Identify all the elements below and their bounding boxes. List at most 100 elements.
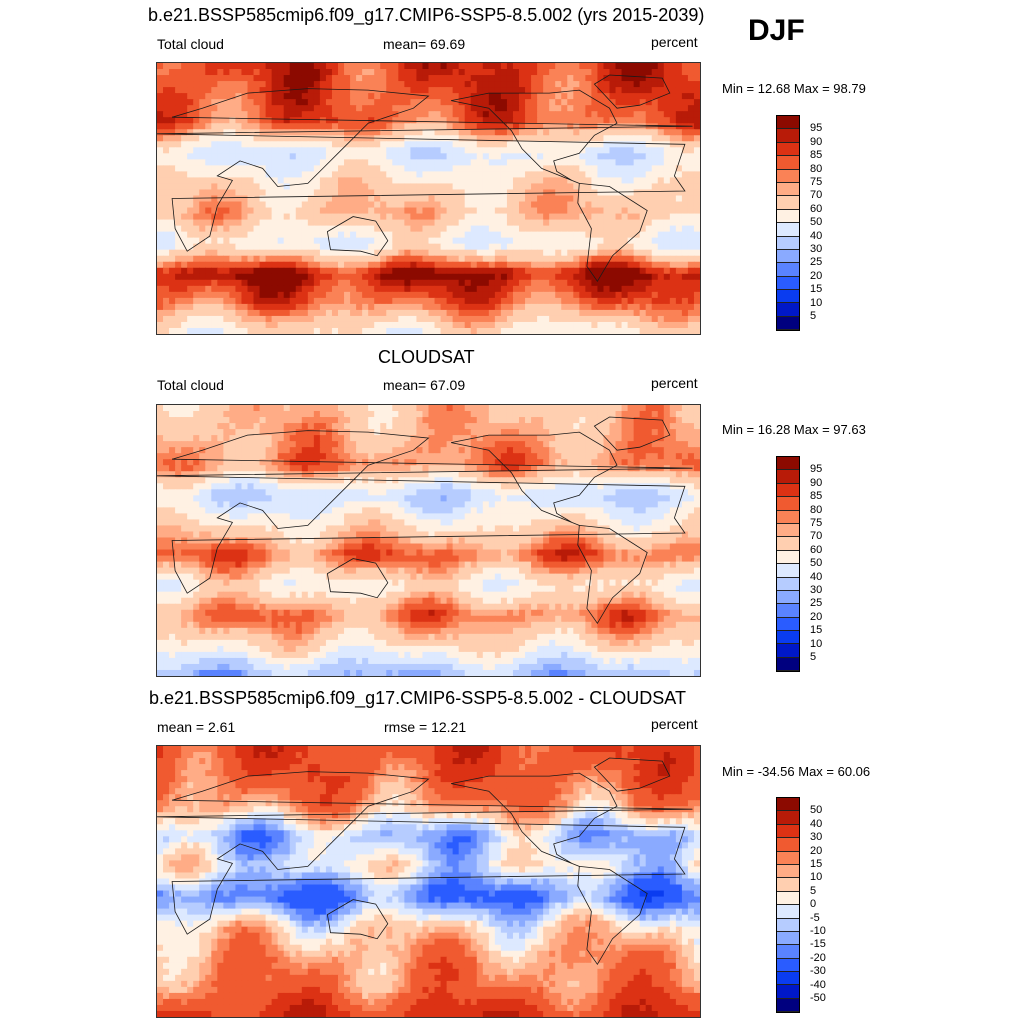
colorbar-tick-label: 20 [810, 269, 823, 282]
colorbar-segment [777, 824, 799, 839]
panel3-colorbar [776, 797, 800, 1014]
colorbar-tick-label: 25 [810, 256, 823, 269]
colorbar-tick-label: 85 [810, 149, 823, 162]
colorbar-segment [777, 196, 799, 210]
colorbar-segment [777, 798, 799, 812]
colorbar-segment [777, 631, 799, 645]
panel3-units-label: percent [651, 716, 698, 732]
colorbar-tick-label: 80 [810, 162, 823, 175]
colorbar-tick-label: 90 [810, 476, 823, 489]
colorbar-tick-label: 5 [810, 310, 817, 322]
colorbar-tick-label: 75 [810, 176, 823, 188]
colorbar-segment [777, 985, 799, 999]
coastline [593, 74, 671, 109]
coastline [326, 899, 389, 940]
colorbar-segment [777, 169, 799, 183]
colorbar-segment [777, 905, 799, 919]
panel3-map [156, 745, 701, 1018]
coastline [577, 182, 648, 283]
map-field-svg [157, 746, 700, 1017]
colorbar-tick-label: 30 [810, 831, 823, 844]
colorbar-segment [777, 523, 799, 538]
coastline [593, 757, 671, 792]
colorbar-segment [777, 457, 799, 471]
colorbar-segment [777, 918, 799, 932]
colorbar-tick-label: 70 [810, 530, 823, 543]
panel1-colorbar [776, 115, 800, 332]
colorbar-tick-label: 5 [810, 884, 817, 897]
season-label: DJF [748, 14, 805, 47]
colorbar-segment [777, 550, 799, 565]
colorbar-segment [777, 878, 799, 892]
colorbar-segment [777, 290, 799, 304]
colorbar-segment [777, 838, 799, 852]
panel1-mean-label: mean= 69.69 [383, 36, 466, 52]
coastline [577, 865, 648, 966]
colorbar-segment [777, 931, 799, 946]
coastline [577, 524, 648, 625]
colorbar-tick-label: 90 [810, 135, 823, 148]
colorbar-segment [777, 590, 799, 605]
colorbar-segment [777, 657, 799, 672]
panel2-minmax: Min = 16.28 Max = 97.63 [722, 422, 866, 437]
colorbar-tick-label: -50 [810, 992, 826, 1004]
colorbar-tick-label: 95 [810, 463, 823, 476]
map-field-svg [157, 405, 700, 676]
coastline [326, 558, 389, 599]
panel2-mean-label: mean= 67.09 [383, 377, 466, 393]
panel1-units-label: percent [651, 34, 698, 50]
panel2-title: CLOUDSAT [378, 347, 475, 367]
colorbar-tick-label: 50 [810, 216, 823, 229]
colorbar-segment [777, 470, 799, 484]
colorbar-segment [777, 263, 799, 277]
panel3-mean-label: mean = 2.61 [157, 719, 236, 735]
colorbar-tick-label: 30 [810, 243, 823, 255]
colorbar-tick-label: 20 [810, 844, 823, 857]
colorbar-tick-label: 5 [810, 651, 817, 663]
colorbar-tick-label: 15 [810, 283, 823, 296]
colorbar-tick-label: 50 [810, 804, 823, 817]
panel1-title: b.e21.BSSP585cmip6.f09_g17.CMIP6-SSP5-8.… [148, 5, 705, 25]
colorbar-segment [777, 945, 799, 959]
colorbar-segment [777, 156, 799, 170]
colorbar-tick-label: 85 [810, 490, 823, 503]
colorbar-segment [777, 182, 799, 197]
coastline [157, 88, 693, 252]
panel2-colorbar [776, 456, 800, 673]
colorbar-tick-label: -10 [810, 925, 826, 937]
colorbar-segment [777, 223, 799, 237]
panel1-variable-label: Total cloud [157, 36, 224, 52]
colorbar-segment [777, 537, 799, 551]
colorbar-tick-label: 10 [810, 871, 823, 884]
colorbar-tick-label: 40 [810, 570, 823, 583]
colorbar-tick-label: -30 [810, 965, 826, 978]
coastline [157, 430, 693, 594]
colorbar-tick-label: 60 [810, 543, 823, 556]
colorbar-segment [777, 483, 799, 498]
panel2-map [156, 404, 701, 677]
colorbar-tick-label: 25 [810, 597, 823, 610]
colorbar-tick-label: 95 [810, 122, 823, 135]
colorbar-segment [777, 811, 799, 825]
colorbar-tick-label: 20 [810, 610, 823, 623]
panel2-units-label: percent [651, 375, 698, 391]
colorbar-tick-label: 60 [810, 202, 823, 215]
colorbar-segment [777, 303, 799, 317]
colorbar-tick-label: 70 [810, 189, 823, 202]
panel1-minmax: Min = 12.68 Max = 98.79 [722, 81, 866, 96]
colorbar-segment [777, 510, 799, 524]
colorbar-segment [777, 998, 799, 1013]
colorbar-segment [777, 851, 799, 865]
colorbar-tick-label: -20 [810, 951, 826, 964]
colorbar-segment [777, 891, 799, 906]
colorbar-segment [777, 236, 799, 250]
colorbar-segment [777, 958, 799, 973]
colorbar-segment [777, 316, 799, 331]
colorbar-segment [777, 604, 799, 618]
panel3-title: b.e21.BSSP585cmip6.f09_g17.CMIP6-SSP5-8.… [149, 688, 686, 708]
colorbar-segment [777, 129, 799, 143]
colorbar-segment [777, 864, 799, 879]
map-field-svg [157, 63, 700, 334]
colorbar-tick-label: 30 [810, 584, 823, 596]
colorbar-tick-label: 40 [810, 229, 823, 242]
